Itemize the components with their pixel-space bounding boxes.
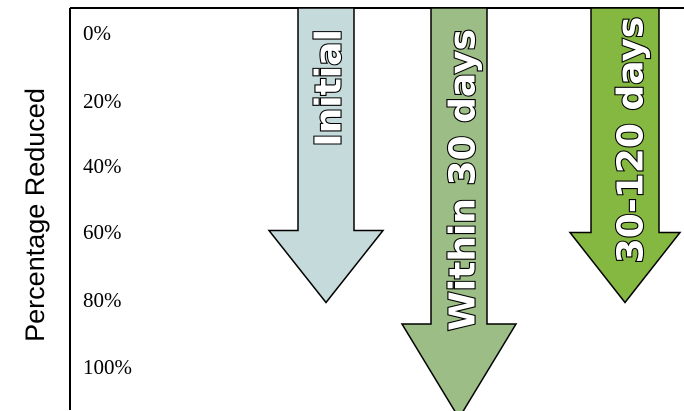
arrow-initial bbox=[267, 7, 385, 304]
arrow-label: Initial bbox=[309, 29, 350, 147]
arrows-layer: Initial Within 30 days 30-120 days bbox=[267, 7, 682, 411]
y-tick-label: 60% bbox=[83, 220, 122, 244]
arrow-label: 30-120 days bbox=[611, 17, 652, 264]
y-tick-label: 20% bbox=[83, 89, 122, 113]
arrow-30-120-days bbox=[568, 7, 682, 304]
y-tick-label: 0% bbox=[83, 21, 111, 45]
y-axis-label: Percentage Reduced bbox=[20, 88, 50, 342]
arrow-within-30-days bbox=[400, 7, 518, 411]
y-tick-label: 100% bbox=[83, 355, 132, 379]
arrow-label: Within 30 days bbox=[443, 29, 484, 331]
y-tick-labels: 0% 20% 40% 60% 80% 100% bbox=[83, 21, 132, 379]
y-tick-label: 40% bbox=[83, 154, 122, 178]
y-tick-label: 80% bbox=[83, 288, 122, 312]
